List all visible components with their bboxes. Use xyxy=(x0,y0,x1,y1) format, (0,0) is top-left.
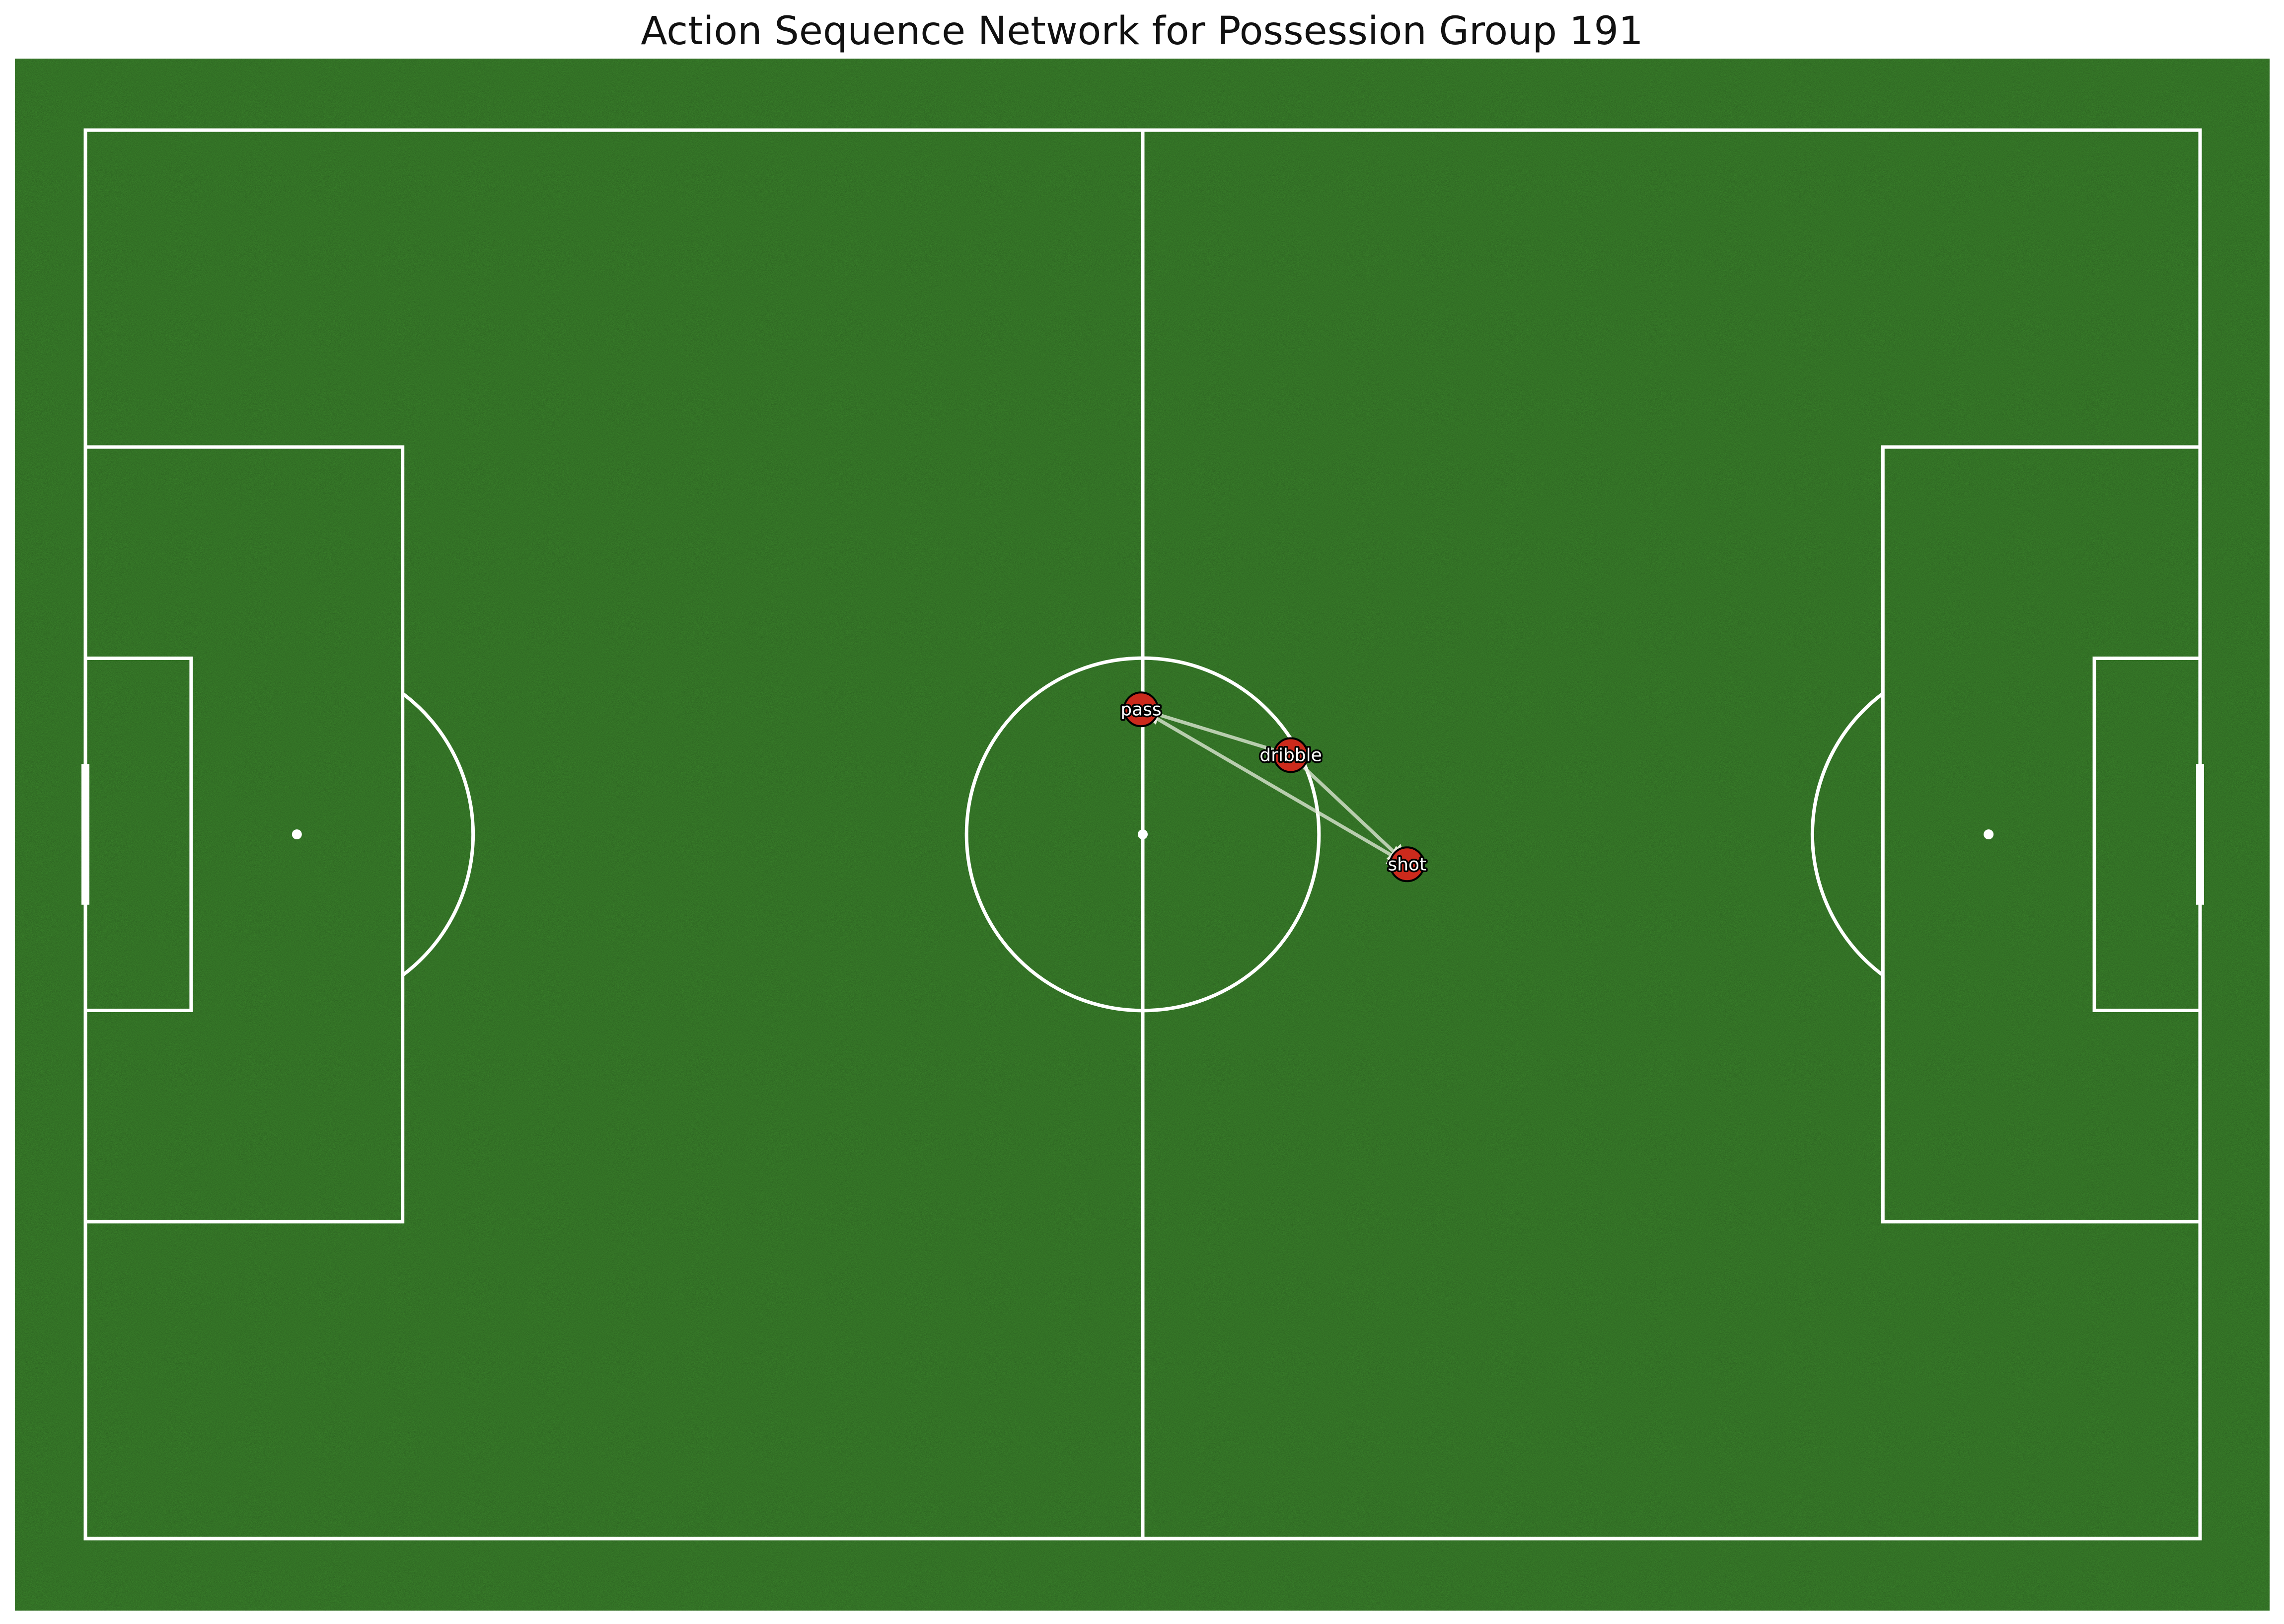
right-penalty-arc xyxy=(1810,692,1884,977)
edge-pass-to-shot xyxy=(1140,708,1409,866)
centre-circle xyxy=(964,656,1321,1013)
node-shot: shot xyxy=(1386,846,1428,883)
chart-title: Action Sequence Network for Possession G… xyxy=(641,9,1643,54)
pitch-markings xyxy=(81,128,2204,1541)
edge-dribble-to-pass xyxy=(1139,705,1292,757)
node-marker-dribble xyxy=(1273,737,1309,773)
node-marker-pass xyxy=(1123,691,1159,728)
edge-layer xyxy=(1139,705,1409,866)
centre-spot xyxy=(1138,829,1148,839)
edge-dribble-to-shot xyxy=(1289,753,1409,866)
node-pass: pass xyxy=(1119,691,1163,728)
node-label-shot: shot xyxy=(1388,854,1426,875)
left-penalty-arc xyxy=(401,692,475,977)
node-layer: pass dribble shot xyxy=(1119,691,1428,883)
left-penalty-spot xyxy=(292,829,302,839)
node-dribble: dribble xyxy=(1258,737,1324,773)
node-label-dribble: dribble xyxy=(1259,745,1322,765)
right-penalty-spot xyxy=(1984,829,1994,839)
node-label-pass: pass xyxy=(1120,699,1161,720)
node-marker-shot xyxy=(1389,846,1425,883)
